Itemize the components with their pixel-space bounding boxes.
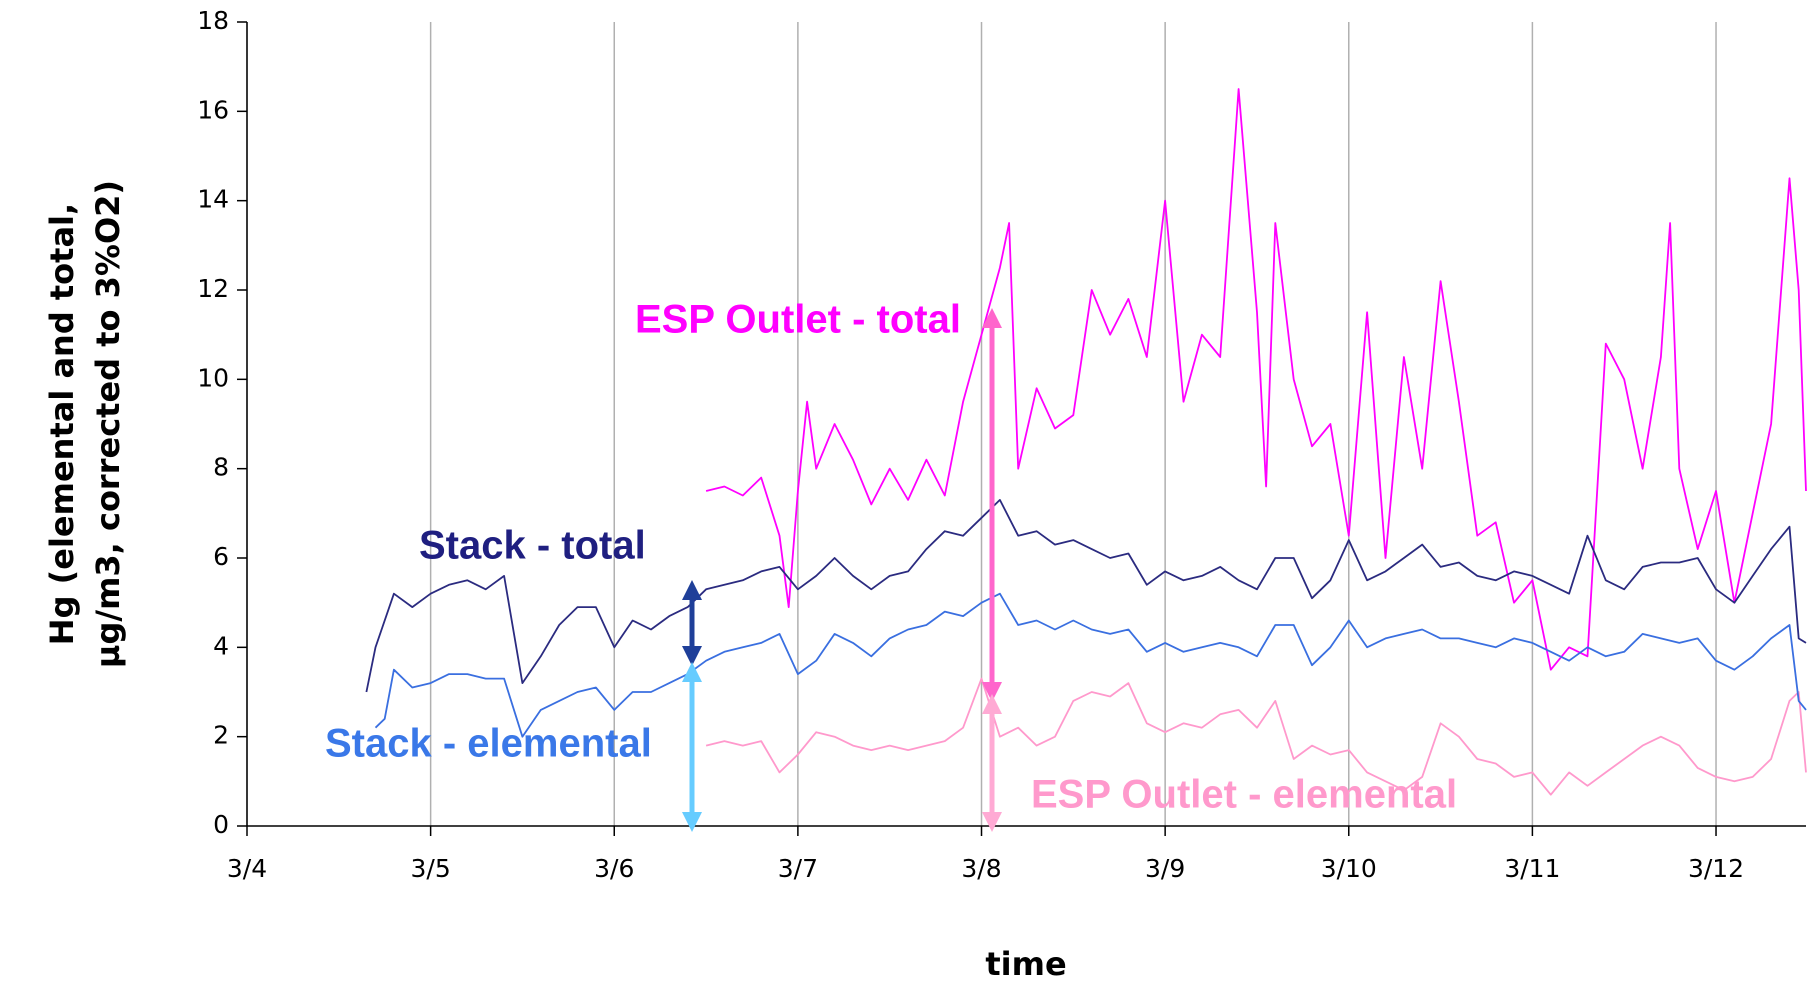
y-tick-label: 6: [213, 542, 229, 571]
y-axis-title: µg/m3, corrected to 3%O2): [89, 180, 127, 668]
annotation: ESP Outlet - elemental: [1031, 773, 1457, 817]
x-tick-label: 3/6: [594, 854, 634, 883]
axes: 3/4 3/5 3/6 3/7 3/8 3/9 3/10 3/11 3/12 0 2 4 6 8 10 12 1…: [197, 6, 1806, 883]
x-tick-label: 3/11: [1504, 854, 1560, 883]
y-tick-label: 0: [213, 810, 229, 839]
grid: [246, 22, 1717, 826]
plot-lines: [365, 88, 1807, 796]
x-tick-label: 3/7: [778, 854, 818, 883]
y-axis-title: Hg (elemental and total,: [43, 203, 81, 645]
y-tick-label: 10: [197, 363, 229, 392]
x-tick-label: 3/10: [1321, 854, 1377, 883]
x-tick-label: 3/4: [227, 854, 267, 883]
y-tick-label: 18: [197, 6, 229, 35]
y-tick-label: 16: [197, 95, 229, 124]
arrows: [682, 308, 1002, 832]
y-tick-label: 14: [197, 185, 229, 214]
y-tick-label: 8: [213, 453, 229, 482]
x-tick-label: 3/12: [1688, 854, 1744, 883]
series-line: [705, 677, 1807, 796]
x-tick-label: 3/9: [1145, 854, 1185, 883]
y-tick-label: 12: [197, 274, 229, 303]
y-tick-label: 4: [213, 631, 229, 660]
annotations: ESP Outlet - total Stack - total Stack - e…: [325, 298, 1457, 817]
series-line: [374, 592, 1807, 738]
x-tick-label: 3/5: [411, 854, 451, 883]
annotation: Stack - elemental: [325, 722, 652, 766]
series-line: [705, 88, 1807, 671]
y-tick-label: 2: [213, 721, 229, 750]
x-axis-title: time: [985, 945, 1066, 983]
annotation: ESP Outlet - total: [635, 298, 961, 342]
series-line: [365, 499, 1807, 693]
x-tick-label: 3/8: [961, 854, 1001, 883]
annotation: Stack - total: [419, 524, 646, 568]
